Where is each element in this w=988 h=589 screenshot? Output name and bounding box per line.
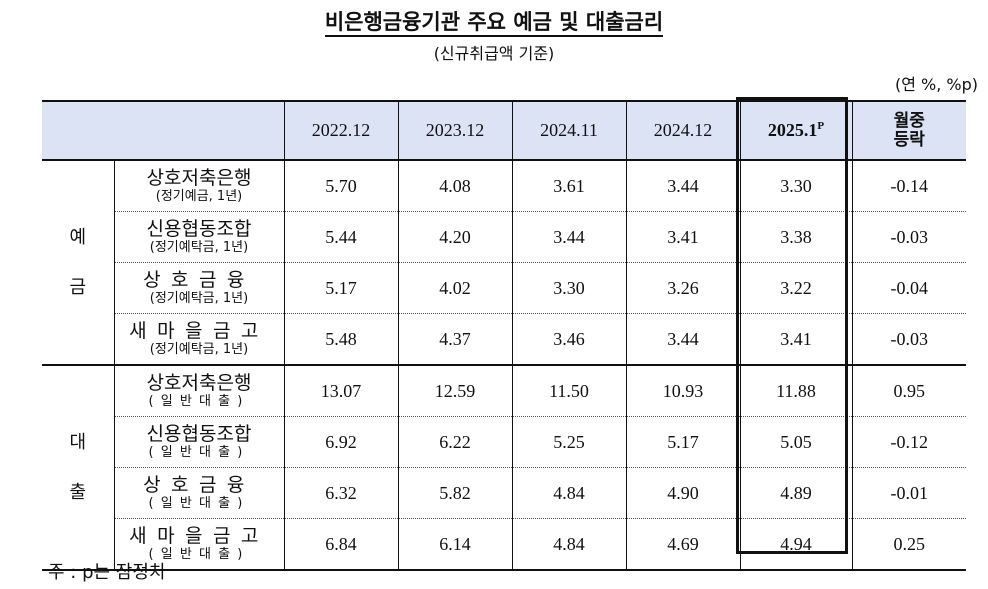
- rates-table: 2022.12 2023.12 2024.11 2024.12 2025.1P …: [42, 100, 966, 571]
- institution-name: 상호저축은행: [146, 372, 252, 394]
- table-row: 새마을금고 (정기예탁금, 1년) 5.48 4.37 3.46 3.44 3.41 -0.0…: [42, 313, 966, 366]
- table-row: 예 금 상호저축은행 (정기예금, 1년) 5.70 4.08 3.61 3.44 3.30 -0…: [42, 160, 966, 366]
- rate-cell: 3.44: [625, 313, 741, 366]
- footnote: 주 : p는 잠정치: [48, 562, 166, 583]
- rate-cell: 4.90: [625, 467, 741, 519]
- change-cell: -0.14: [851, 160, 966, 212]
- change-cell: -0.12: [851, 416, 966, 468]
- product-type: (정기예금, 1년): [155, 189, 243, 204]
- institution-name: 신용협동조합: [146, 218, 252, 240]
- table-row: 신용협동조합 (정기예탁금, 1년) 5.44 4.20 3.44 3.41 3.38 -0.…: [42, 211, 966, 263]
- header-latest-period: 2025.1P: [739, 100, 853, 161]
- header-period: 2023.12: [397, 100, 513, 161]
- institution-name: 새마을금고: [129, 525, 269, 547]
- rate-cell: 5.17: [283, 262, 399, 314]
- product-type: (정기예탁금, 1년): [149, 240, 249, 255]
- page-title: 비은행금융기관 주요 예금 및 대출금리: [0, 6, 988, 37]
- group-label-char: 대: [69, 431, 87, 453]
- rate-cell: 5.17: [625, 416, 741, 468]
- rate-cell: 6.22: [397, 416, 513, 468]
- rate-cell: 6.32: [283, 467, 399, 519]
- rate-cell: 4.02: [397, 262, 513, 314]
- rate-cell: 5.25: [511, 416, 627, 468]
- rate-cell: 5.70: [283, 160, 399, 212]
- rate-cell: 4.69: [625, 518, 741, 571]
- subtitle: (신규취급액 기준): [433, 44, 555, 63]
- rate-cell: 10.93: [625, 365, 741, 417]
- institution-cell: 새마을금고 (정기예탁금, 1년): [113, 313, 285, 366]
- institution-cell: 상호금융 (일반대출): [113, 467, 285, 519]
- institution-name: 신용협동조합: [146, 423, 252, 445]
- change-cell: -0.04: [851, 262, 966, 314]
- product-type: (정기예탁금, 1년): [149, 291, 249, 306]
- product-type: (일반대출): [148, 394, 250, 409]
- header-period: 2024.11: [511, 100, 627, 161]
- rate-cell: 3.26: [625, 262, 741, 314]
- header-period: 2024.12: [625, 100, 741, 161]
- table-row: 상호금융 (일반대출) 6.32 5.82 4.84 4.90 4.89 -0.01: [42, 467, 966, 519]
- rate-cell: 3.30: [511, 262, 627, 314]
- change-cell: 0.95: [851, 365, 966, 417]
- rate-cell: 5.44: [283, 211, 399, 263]
- institution-name: 상호금융: [143, 269, 255, 291]
- rate-cell: 5.82: [397, 467, 513, 519]
- rate-cell: 6.14: [397, 518, 513, 571]
- product-type: (일반대출): [148, 445, 250, 460]
- rate-cell: 6.92: [283, 416, 399, 468]
- table-row: 신용협동조합 (일반대출) 6.92 6.22 5.25 5.17 5.05 -0.12: [42, 416, 966, 468]
- table-row: 상호금융 (정기예탁금, 1년) 5.17 4.02 3.30 3.26 3.22 -0.04: [42, 262, 966, 314]
- rate-cell: 3.41: [625, 211, 741, 263]
- rate-cell: 3.38: [739, 211, 853, 263]
- change-cell: -0.01: [851, 467, 966, 519]
- institution-name: 상호저축은행: [146, 167, 252, 189]
- rate-cell: 13.07: [283, 365, 399, 417]
- rate-cell: 11.50: [511, 365, 627, 417]
- product-type: (정기예탁금, 1년): [149, 342, 249, 357]
- rate-cell: 4.84: [511, 518, 627, 571]
- header-change: 월중 등락: [851, 100, 966, 161]
- rate-cell: 3.22: [739, 262, 853, 314]
- institution-cell: 상호저축은행 (정기예금, 1년): [113, 160, 285, 212]
- rate-cell: 12.59: [397, 365, 513, 417]
- institution-cell: 상호금융 (정기예탁금, 1년): [113, 262, 285, 314]
- header-row: 2022.12 2023.12 2024.11 2024.12 2025.1P …: [42, 100, 966, 161]
- rate-cell: 4.84: [511, 467, 627, 519]
- rate-cell: 3.46: [511, 313, 627, 366]
- rate-cell: 3.44: [625, 160, 741, 212]
- rate-cell: 4.08: [397, 160, 513, 212]
- institution-name: 새마을금고: [129, 320, 269, 342]
- rate-cell: 4.94: [739, 518, 853, 571]
- product-type: (일반대출): [148, 496, 250, 511]
- group-label-char: 예: [69, 226, 87, 248]
- rate-cell: 3.61: [511, 160, 627, 212]
- rate-cell: 5.48: [283, 313, 399, 366]
- rate-cell: 4.37: [397, 313, 513, 366]
- change-cell: -0.03: [851, 313, 966, 366]
- institution-cell: 상호저축은행 (일반대출): [113, 365, 285, 417]
- institution-name: 상호금융: [143, 474, 255, 496]
- institution-cell: 새마을금고 (일반대출): [113, 518, 285, 571]
- group-label-char: 금: [69, 276, 87, 298]
- rate-cell: 3.30: [739, 160, 853, 212]
- header-blank: [42, 100, 285, 161]
- table-row: 새마을금고 (일반대출) 6.84 6.14 4.84 4.69 4.94 0.25: [42, 518, 966, 571]
- rate-cell: 4.20: [397, 211, 513, 263]
- change-cell: 0.25: [851, 518, 966, 571]
- rate-cell: 3.41: [739, 313, 853, 366]
- rate-cell: 3.44: [511, 211, 627, 263]
- table-row: 대 출 상호저축은행 (일반대출) 13.07 12.59 11.50 10.93 11.88 0…: [42, 365, 966, 571]
- institution-cell: 신용협동조합 (정기예탁금, 1년): [113, 211, 285, 263]
- institution-cell: 신용협동조합 (일반대출): [113, 416, 285, 468]
- group-label-char: 출: [69, 481, 87, 503]
- rate-cell: 11.88: [739, 365, 853, 417]
- unit-label: (연 %, %p): [894, 75, 978, 94]
- product-type: (일반대출): [148, 547, 250, 562]
- header-period: 2022.12: [283, 100, 399, 161]
- change-cell: -0.03: [851, 211, 966, 263]
- rate-cell: 4.89: [739, 467, 853, 519]
- rate-cell: 6.84: [283, 518, 399, 571]
- rate-cell: 5.05: [739, 416, 853, 468]
